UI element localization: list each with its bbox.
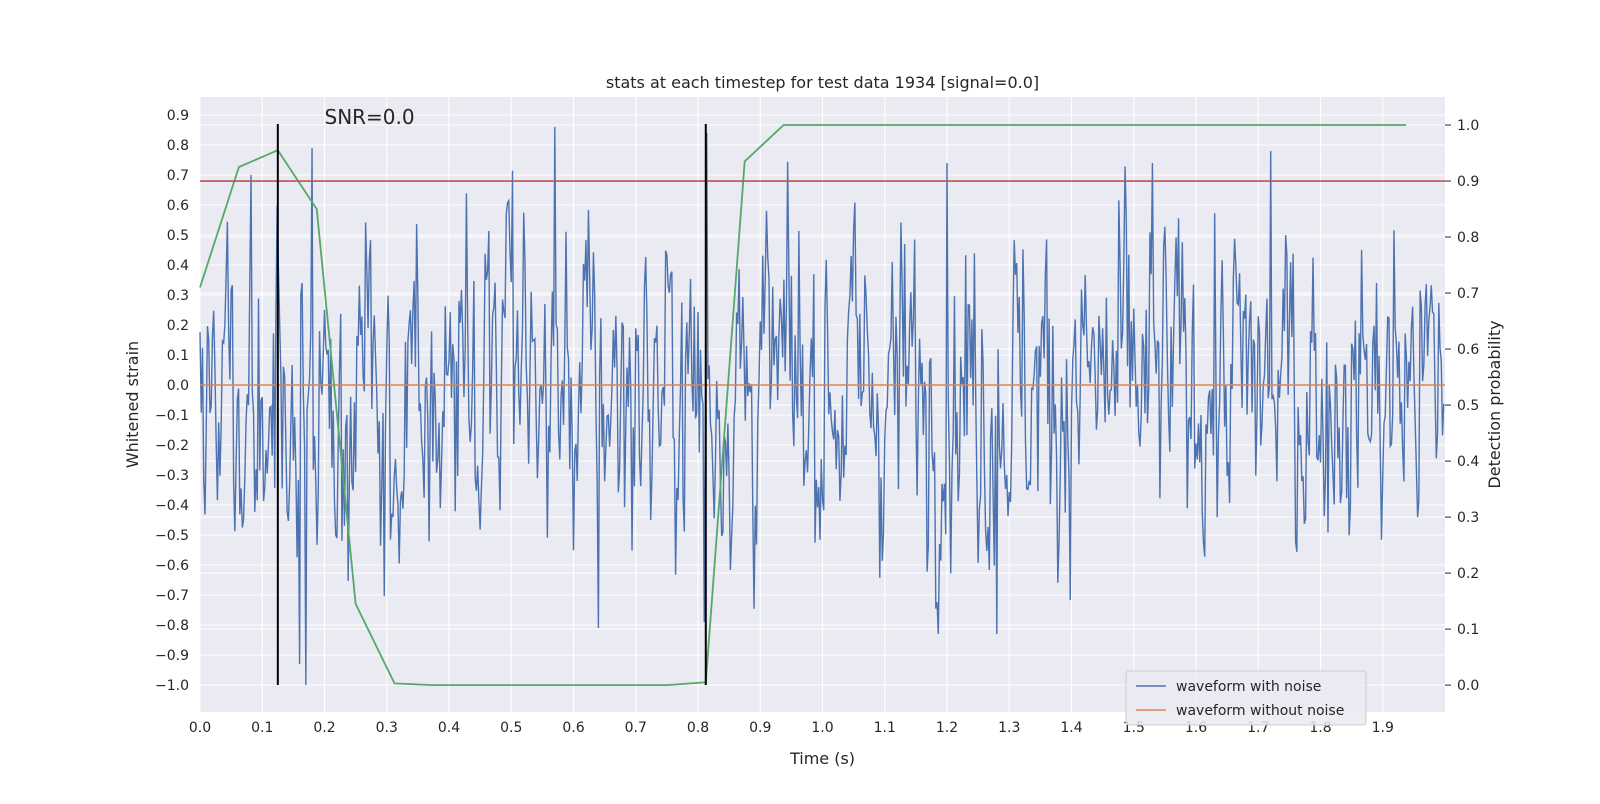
y2-tick-label: 0.6 — [1457, 342, 1479, 358]
y2-tick-label: 0.1 — [1457, 622, 1479, 638]
series-layer — [199, 124, 1445, 687]
reference-lines — [200, 124, 1445, 685]
y-tick-label: 0.0 — [167, 378, 189, 394]
y-tick-label: 0.3 — [167, 288, 189, 304]
x-tick-label: 0.7 — [625, 720, 647, 736]
y-tick-label: −0.4 — [155, 498, 189, 514]
series-line-detection-probability — [199, 124, 1407, 687]
y-tick-label: −0.5 — [155, 528, 189, 544]
legend-box — [1125, 670, 1367, 726]
y-tick-label: −0.7 — [155, 588, 189, 604]
y-tick-label: −0.2 — [155, 438, 189, 454]
x-tick-label: 1.4 — [1060, 720, 1082, 736]
y2-tick-label: 0.8 — [1457, 230, 1479, 246]
y2-tick-label: 0.9 — [1457, 174, 1479, 190]
y-tick-label: 0.7 — [167, 168, 189, 184]
y2-tick-label: 0.3 — [1457, 510, 1479, 526]
y-tick-label: 0.8 — [167, 138, 189, 154]
y-tick-label: −0.1 — [155, 408, 189, 424]
y-tick-label: 0.4 — [167, 258, 189, 274]
y-tick-label: −0.6 — [155, 558, 189, 574]
x-tick-label: 0.5 — [500, 720, 522, 736]
x-tick-label: 1.0 — [811, 720, 833, 736]
y2-tick-label: 0.4 — [1457, 454, 1479, 470]
chart-title: stats at each timestep for test data 193… — [606, 73, 1039, 92]
x-tick-label: 0.9 — [749, 720, 771, 736]
y2-tick-label: 1.0 — [1457, 118, 1479, 134]
x-tick-label: 1.3 — [998, 720, 1020, 736]
snr-annotation: SNR=0.0 — [325, 105, 415, 129]
x-tick-label: 0.4 — [438, 720, 460, 736]
legend: waveform with noise waveform without noi… — [1125, 670, 1367, 726]
series-line-waveform-with-noise — [199, 126, 1445, 686]
x-tick-label: 0.0 — [189, 720, 211, 736]
x-tick-label: 0.6 — [562, 720, 584, 736]
tick-labels: 0.0 0.1 0.2 0.3 0.4 0.5 0.6 0.7 0.8 0.9 1.0 1.1 1.2 1… — [155, 108, 1479, 736]
y-tick-label: 0.9 — [167, 108, 189, 124]
y2-tick-label: 0.2 — [1457, 566, 1479, 582]
x-tick-label: 0.3 — [376, 720, 398, 736]
x-tick-label: 0.8 — [687, 720, 709, 736]
legend-label-waveform-without-noise: waveform without noise — [1176, 703, 1344, 719]
y-tick-label: 0.5 — [167, 228, 189, 244]
y-axis-label: Whitened strain — [123, 341, 142, 468]
x-tick-label: 0.2 — [313, 720, 335, 736]
x-tick-label: 0.1 — [251, 720, 273, 736]
y2-axis-label: Detection probability — [1485, 320, 1504, 488]
legend-label-waveform-with-noise: waveform with noise — [1176, 679, 1321, 695]
y-tick-label: 0.6 — [167, 198, 189, 214]
y-tick-label: 0.1 — [167, 348, 189, 364]
y-tick-label: −0.3 — [155, 468, 189, 484]
y-tick-label: −1.0 — [155, 678, 189, 694]
y-tick-label: −0.9 — [155, 648, 189, 664]
x-tick-label: 1.1 — [874, 720, 896, 736]
y-tick-label: 0.2 — [167, 318, 189, 334]
x-axis-label: Time (s) — [789, 749, 855, 768]
x-tick-label: 1.2 — [936, 720, 958, 736]
x-tick-label: 1.9 — [1372, 720, 1394, 736]
y2-tick-label: 0.0 — [1457, 678, 1479, 694]
y2-tick-label: 0.5 — [1457, 398, 1479, 414]
y-tick-label: −0.8 — [155, 618, 189, 634]
grid-lines — [199, 97, 1445, 712]
y2-tick-label: 0.7 — [1457, 286, 1479, 302]
